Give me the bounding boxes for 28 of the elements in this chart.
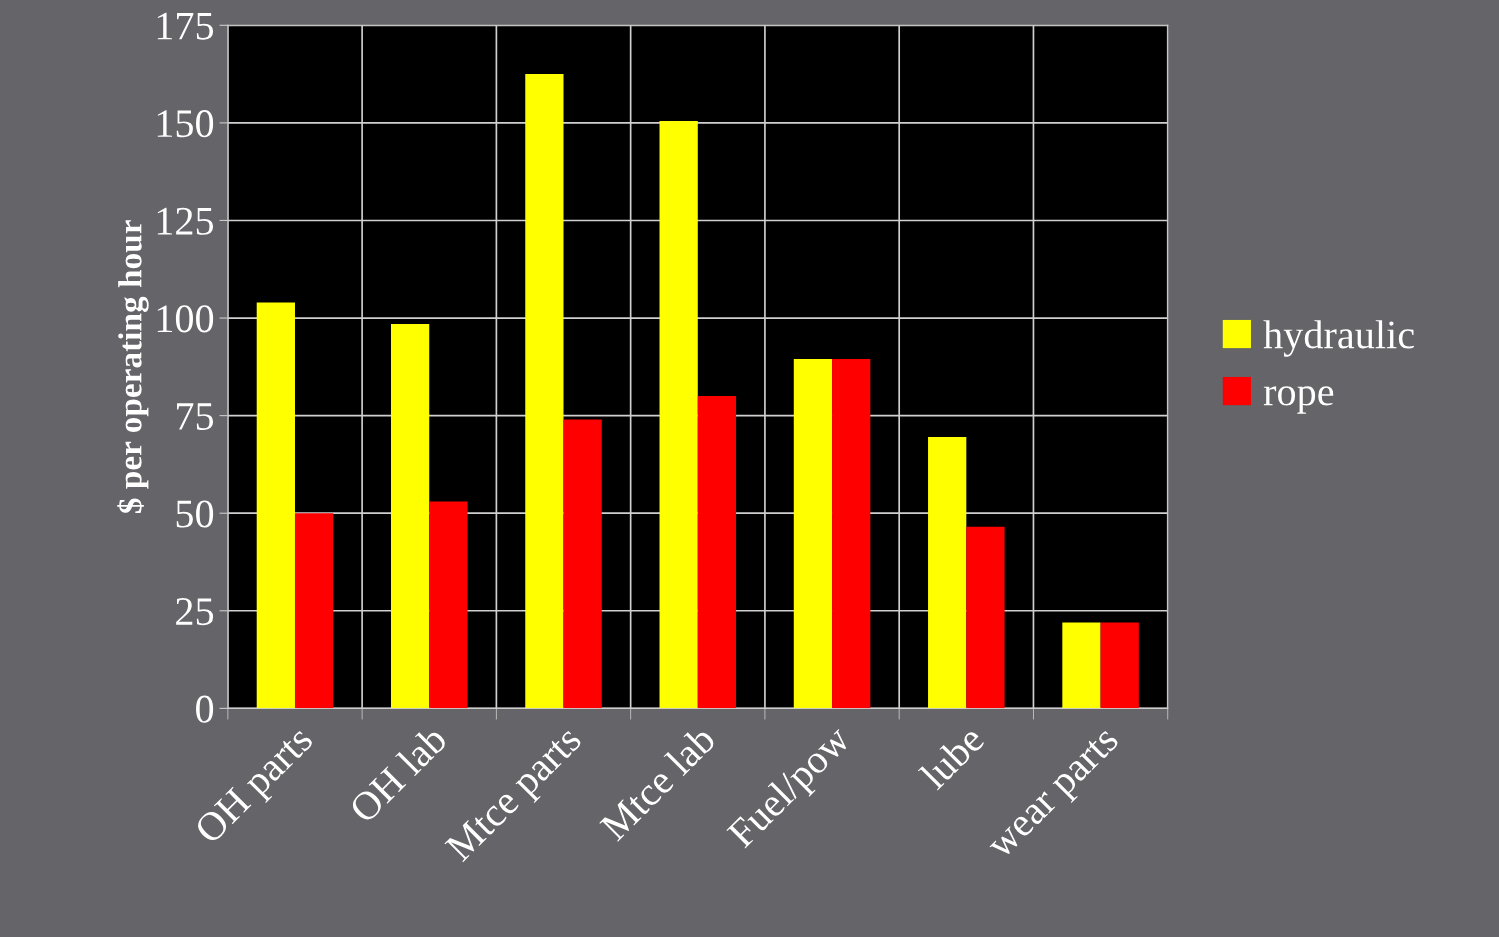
x-tick-label: Mtce lab [598, 723, 717, 842]
legend-label: hydraulic [1263, 320, 1414, 357]
y-tick-label: 25 [176, 598, 214, 626]
bar [429, 501, 468, 709]
bar [966, 526, 1005, 709]
bar [525, 74, 564, 709]
bar [928, 437, 967, 709]
bar [659, 120, 698, 709]
bar [793, 359, 833, 709]
y-tick-label: 0 [196, 695, 214, 723]
x-tick-label: OH lab [347, 723, 449, 825]
bar [563, 419, 602, 709]
y-tick-label: 50 [176, 500, 214, 528]
legend-label: rope [1263, 386, 1334, 414]
bar [256, 302, 295, 709]
bar [697, 396, 737, 709]
y-tick-label: 125 [157, 207, 214, 235]
y-tick-label: 100 [157, 305, 214, 333]
bar [1100, 622, 1139, 709]
bar [832, 359, 871, 709]
bar [294, 513, 334, 709]
bar [390, 323, 430, 709]
y-axis-title: $ per operating hour [117, 220, 149, 514]
y-tick-label: 150 [157, 110, 214, 138]
x-tick-label: lube [917, 723, 986, 791]
bar [1062, 622, 1101, 709]
y-tick-label: 75 [177, 403, 214, 430]
y-tick-label: 175 [157, 12, 214, 40]
